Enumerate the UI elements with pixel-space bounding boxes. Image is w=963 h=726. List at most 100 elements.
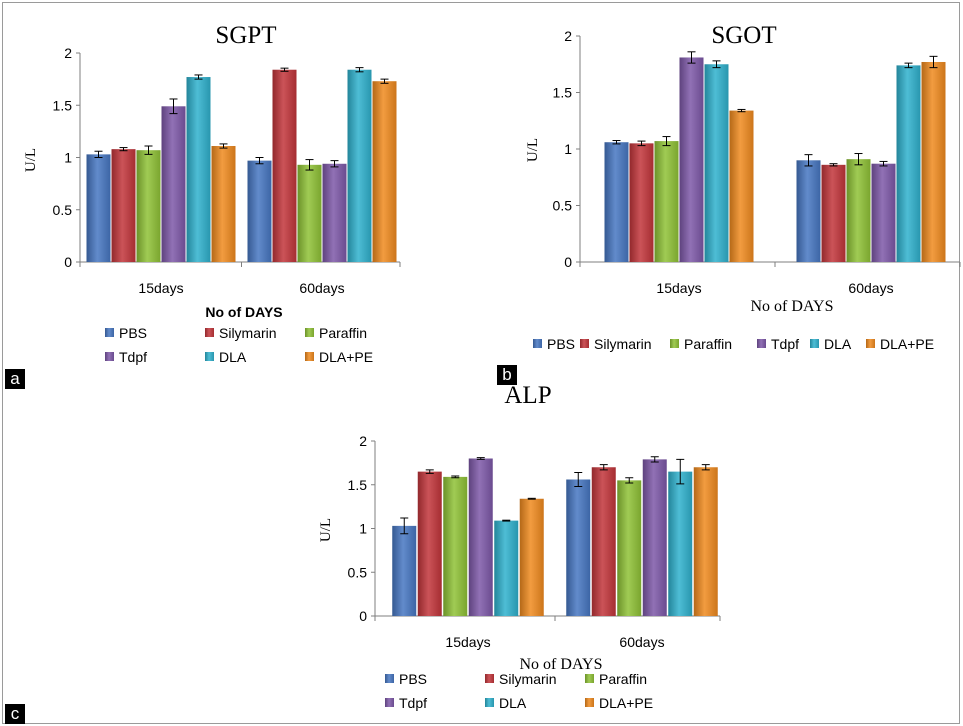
y-axis-label: U/L bbox=[318, 518, 334, 542]
y-tick-label: 1.5 bbox=[553, 85, 573, 101]
bar-paraffin-15days bbox=[654, 141, 679, 262]
bar-silymarin-15days bbox=[111, 149, 136, 262]
bar-pbs-60days bbox=[796, 160, 821, 262]
legend-label: DLA+PE bbox=[599, 695, 653, 711]
legend-swatch bbox=[485, 674, 494, 683]
legend-swatch bbox=[580, 339, 589, 348]
legend-label: DLA bbox=[219, 349, 247, 365]
legend-label: Paraffin bbox=[684, 336, 732, 352]
bar-paraffin-15days bbox=[443, 476, 468, 616]
bar-dla-15days bbox=[704, 64, 729, 262]
x-axis-label: No of DAYS bbox=[205, 304, 282, 320]
x-axis-label: No of DAYS bbox=[751, 298, 834, 315]
legend-swatch bbox=[533, 339, 542, 348]
bar-pbs-15days bbox=[392, 525, 417, 616]
bar-dla-pe-60days bbox=[921, 61, 946, 262]
y-tick-label: 2 bbox=[359, 433, 367, 449]
bar-silymarin-60days bbox=[591, 467, 616, 616]
y-axis-label: U/L bbox=[525, 138, 541, 162]
bar-silymarin-60days bbox=[821, 164, 846, 262]
bar-silymarin-15days bbox=[629, 143, 654, 262]
y-tick-label: 1 bbox=[564, 141, 572, 157]
bar-dla-pe-15days bbox=[211, 146, 236, 262]
legend-swatch bbox=[305, 352, 314, 361]
bar-tdpf-15days bbox=[161, 106, 186, 262]
x-axis-label: No of DAYS bbox=[520, 656, 603, 673]
y-tick-label: 0 bbox=[64, 254, 72, 270]
legend-swatch bbox=[385, 698, 394, 707]
chart-title: SGPT bbox=[215, 22, 276, 49]
y-tick-label: 0 bbox=[564, 254, 572, 270]
bar-paraffin-15days bbox=[136, 150, 161, 262]
legend-label: Tdpf bbox=[771, 336, 799, 352]
legend-label: Tdpf bbox=[119, 349, 147, 365]
legend-label: Tdpf bbox=[399, 695, 427, 711]
bar-pbs-60days bbox=[566, 479, 591, 616]
legend-label: Silymarin bbox=[499, 671, 557, 687]
bar-dla-15days bbox=[186, 77, 211, 262]
legend-swatch bbox=[670, 339, 679, 348]
legend-swatch bbox=[105, 328, 114, 337]
legend-label: PBS bbox=[119, 325, 147, 341]
x-category-label: 60days bbox=[619, 634, 664, 650]
y-axis-label: U/L bbox=[23, 148, 39, 172]
bar-tdpf-15days bbox=[679, 57, 704, 262]
legend-label: Silymarin bbox=[219, 325, 277, 341]
panel-label-a: a bbox=[5, 369, 25, 389]
y-tick-label: 1 bbox=[64, 150, 72, 166]
bar-tdpf-60days bbox=[871, 163, 896, 262]
bar-paraffin-60days bbox=[297, 164, 322, 262]
x-category-label: 60days bbox=[848, 280, 893, 296]
y-tick-label: 2 bbox=[564, 28, 572, 44]
chart-title: ALP bbox=[504, 382, 551, 409]
bar-dla-pe-15days bbox=[729, 110, 754, 262]
legend-label: DLA+PE bbox=[880, 336, 934, 352]
bar-pbs-60days bbox=[247, 160, 272, 262]
bar-dla-pe-60days bbox=[372, 81, 397, 262]
bar-dla-pe-60days bbox=[693, 467, 718, 616]
legend-swatch bbox=[105, 352, 114, 361]
y-tick-label: 0.5 bbox=[553, 198, 573, 214]
panel-label-c: c bbox=[5, 704, 25, 724]
x-category-label: 15days bbox=[656, 280, 701, 296]
legend-swatch bbox=[385, 674, 394, 683]
bar-tdpf-15days bbox=[468, 458, 493, 616]
legend-swatch bbox=[485, 698, 494, 707]
x-category-label: 15days bbox=[138, 280, 183, 296]
bar-dla-pe-15days bbox=[519, 498, 544, 616]
bar-silymarin-60days bbox=[272, 69, 297, 262]
legend-swatch bbox=[757, 339, 766, 348]
bar-paraffin-60days bbox=[617, 480, 642, 616]
legend-swatch bbox=[866, 339, 875, 348]
x-category-label: 15days bbox=[445, 634, 490, 650]
bar-dla-60days bbox=[668, 471, 693, 616]
panel-label-b: b bbox=[497, 365, 517, 385]
y-tick-label: 1.5 bbox=[348, 477, 368, 493]
y-tick-label: 1 bbox=[359, 521, 367, 537]
legend-label: Paraffin bbox=[319, 325, 367, 341]
legend-swatch bbox=[810, 339, 819, 348]
y-tick-label: 2 bbox=[64, 45, 72, 61]
y-tick-label: 1.5 bbox=[53, 97, 73, 113]
bar-dla-15days bbox=[494, 520, 519, 616]
legend-label: DLA+PE bbox=[319, 349, 373, 365]
y-tick-label: 0 bbox=[359, 608, 367, 624]
chart-title: SGOT bbox=[711, 22, 776, 49]
legend-label: Silymarin bbox=[594, 336, 652, 352]
bar-dla-60days bbox=[347, 69, 372, 262]
legend-swatch bbox=[305, 328, 314, 337]
legend-swatch bbox=[585, 674, 594, 683]
legend-swatch bbox=[585, 698, 594, 707]
bar-tdpf-60days bbox=[642, 459, 667, 616]
legend-label: PBS bbox=[547, 336, 575, 352]
x-category-label: 60days bbox=[299, 280, 344, 296]
bar-pbs-15days bbox=[604, 142, 629, 262]
y-tick-label: 0.5 bbox=[53, 202, 73, 218]
y-tick-label: 0.5 bbox=[348, 564, 368, 580]
legend-label: DLA bbox=[499, 695, 527, 711]
legend-label: Paraffin bbox=[599, 671, 647, 687]
